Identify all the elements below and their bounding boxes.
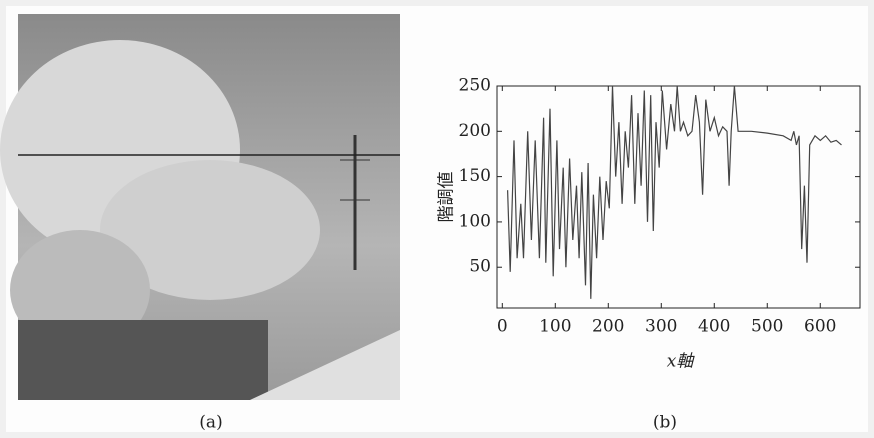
y-tick-label: 100 <box>459 211 491 231</box>
x-tick-label: 400 <box>698 317 730 337</box>
y-tick-label: 150 <box>459 166 491 186</box>
x-tick-label: 100 <box>539 317 571 337</box>
y-axis-label: 階調値 <box>437 172 457 223</box>
caption: (a) <box>199 413 222 433</box>
data-line <box>507 85 842 299</box>
x-tick-label: 300 <box>645 317 677 337</box>
y-tick-label: 200 <box>459 121 491 141</box>
x-axis-label: x軸 <box>667 352 696 372</box>
x-tick-label: 200 <box>592 317 624 337</box>
y-tick-label: 50 <box>469 257 491 277</box>
x-tick-label: 600 <box>804 317 836 337</box>
plot-frame <box>496 85 861 309</box>
photo <box>0 14 400 400</box>
x-tick-label: 0 <box>497 317 508 337</box>
caption: (b) <box>653 413 677 433</box>
x-tick-label: 500 <box>751 317 783 337</box>
y-tick-label: 250 <box>459 76 491 96</box>
